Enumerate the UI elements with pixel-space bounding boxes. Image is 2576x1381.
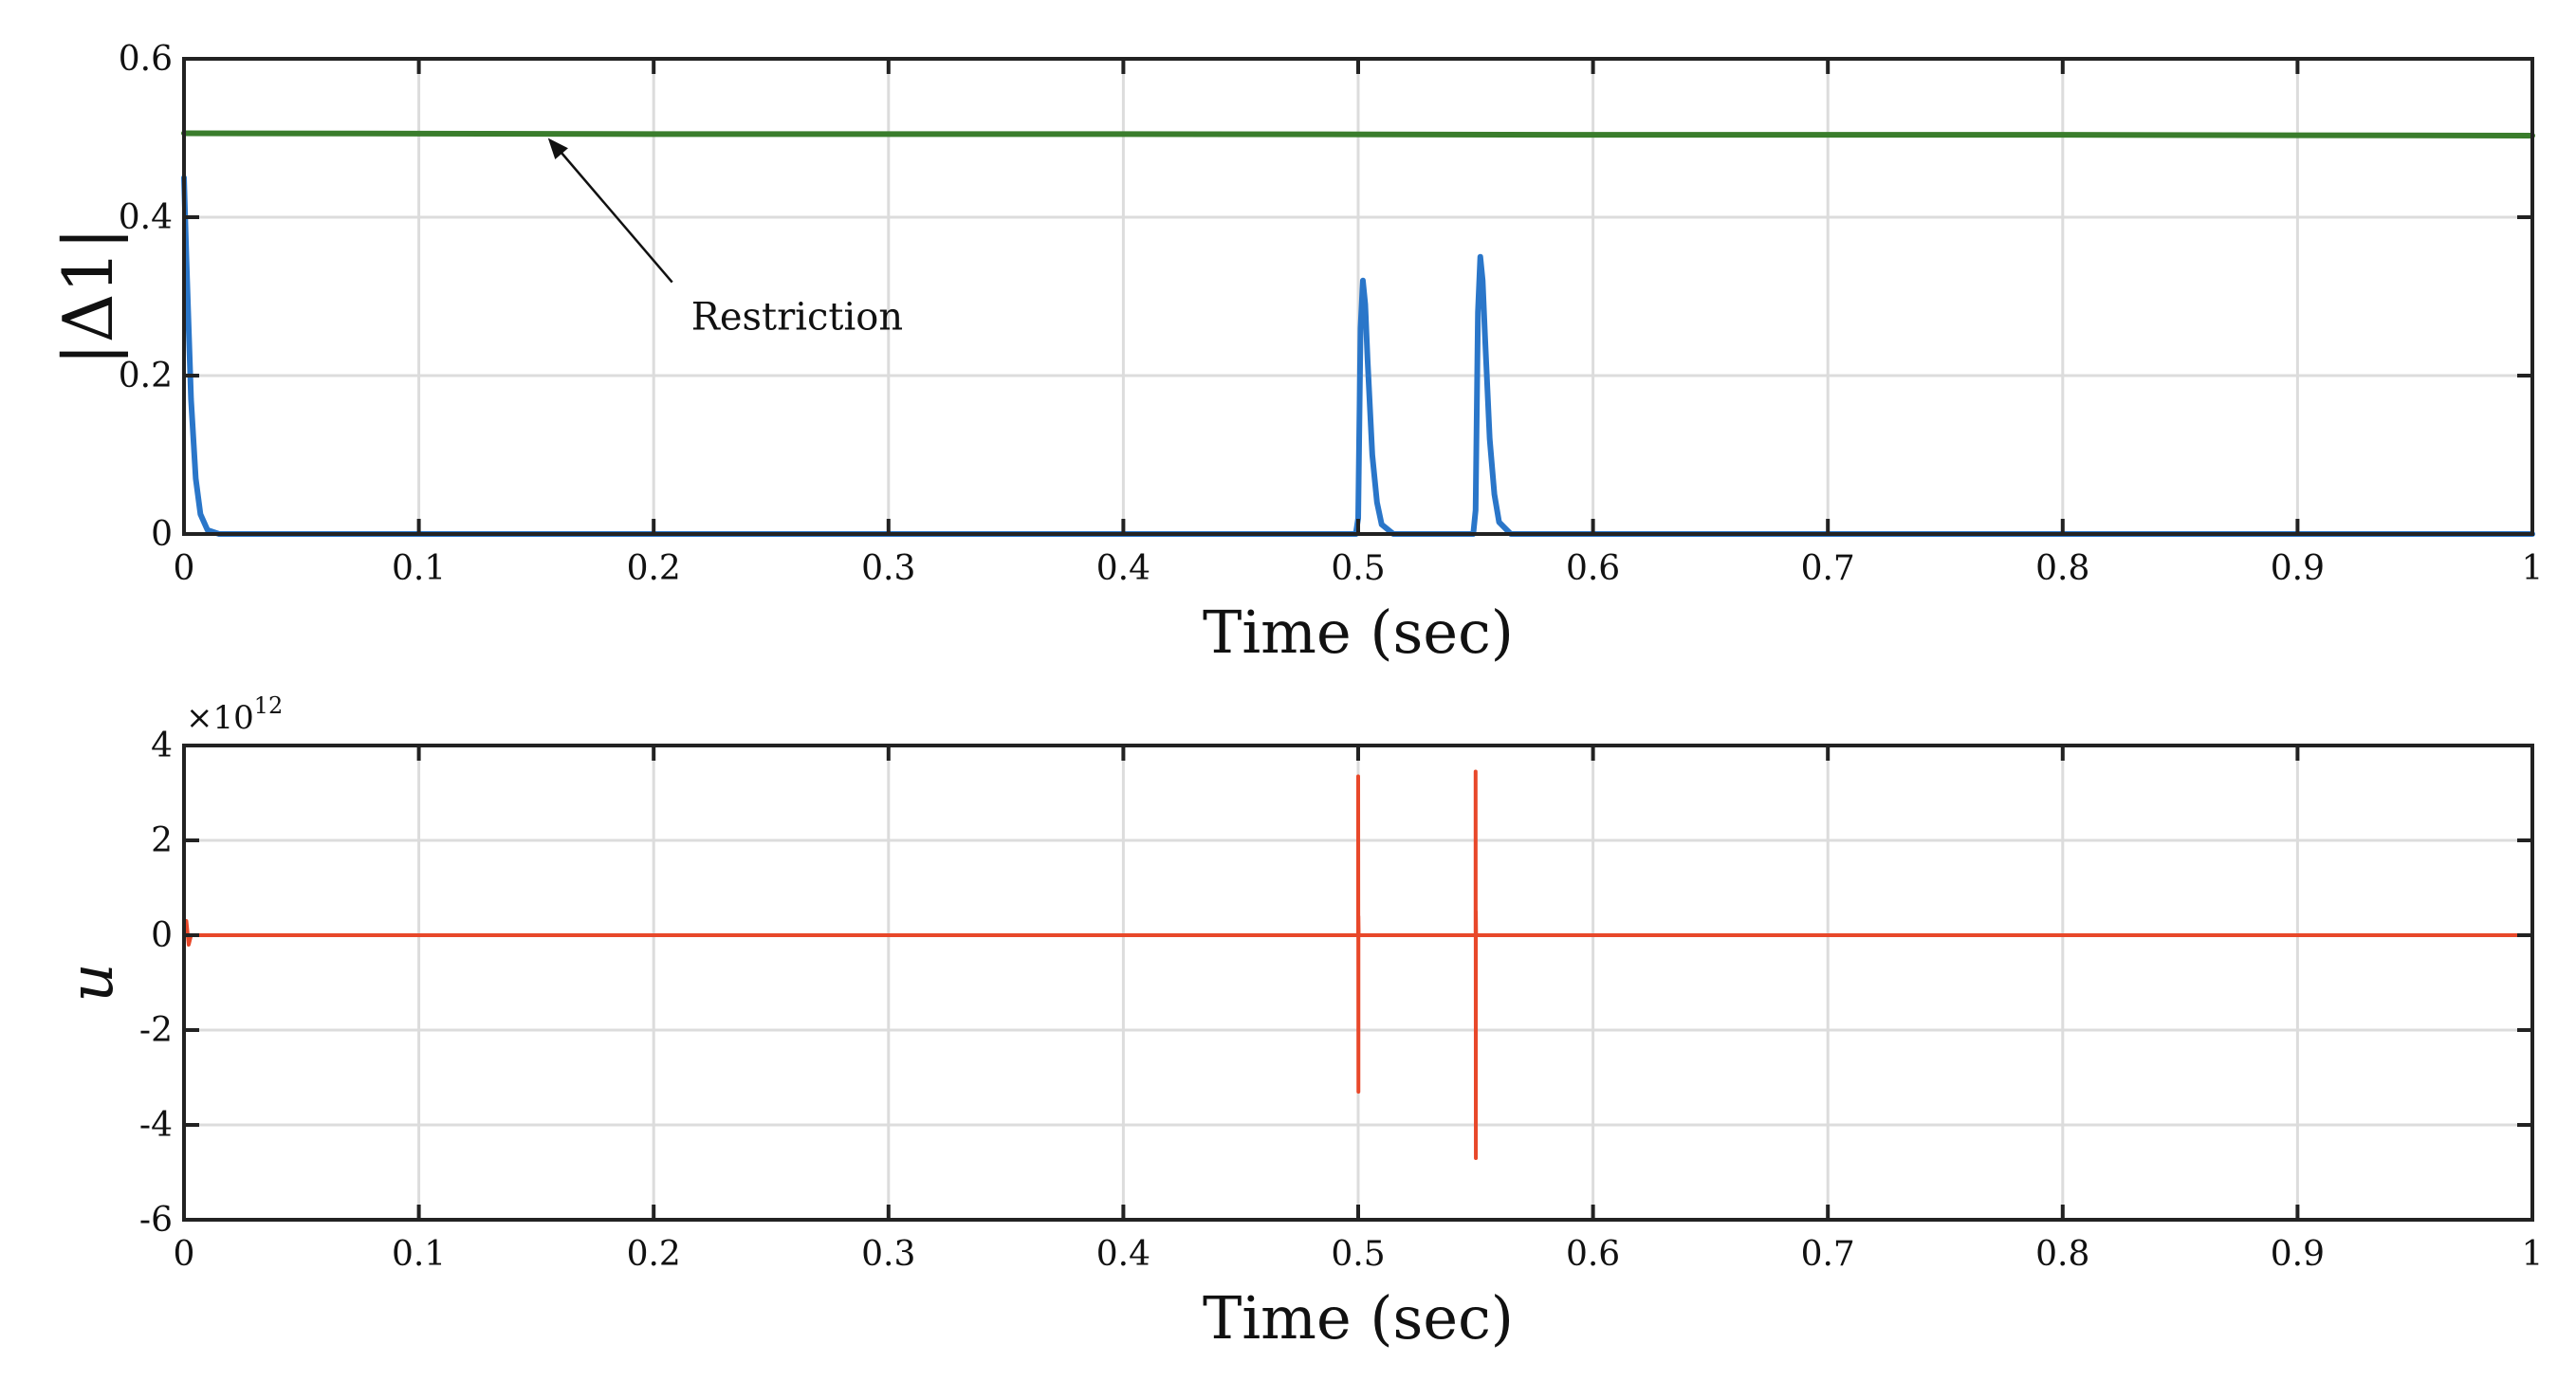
y-tick-label: 0.6 xyxy=(119,40,173,79)
x-tick-label: 0.4 xyxy=(1096,549,1150,588)
x-tick-label: 0.3 xyxy=(861,549,915,588)
y-tick-label: 4 xyxy=(151,727,173,765)
y-tick-label: 0 xyxy=(151,515,173,554)
series-line-u xyxy=(182,769,2534,1160)
x-tick-label: 0.9 xyxy=(2271,1235,2325,1274)
x-tick-label: 0.8 xyxy=(2035,1235,2089,1274)
x-tick-label: 0 xyxy=(174,1235,195,1274)
restriction-annotation: Restriction xyxy=(547,138,903,340)
y-tick-label: -4 xyxy=(139,1106,173,1145)
x-tick-label: 0.5 xyxy=(1331,1235,1385,1274)
restriction-label: Restriction xyxy=(691,296,903,340)
delta-plot: 0 0.1 0.2 0.3 0.4 0.5 0.6 0.7 0.8 0.9 100.20.40.6 … xyxy=(48,40,2543,667)
x-tick-label: 0.1 xyxy=(392,1235,446,1274)
u-plot-exponent-power: 12 xyxy=(254,692,284,719)
u-plot: 0 0.1 0.2 0.3 0.4 0.5 0.6 0.7 0.8 0.9 1 -6 -4 -2 0 2 4 T… xyxy=(57,692,2543,1353)
y-tick-label: 0.2 xyxy=(119,357,173,396)
u-plot-ylabel: u xyxy=(57,963,127,1002)
y-tick-label: 0.4 xyxy=(119,198,173,237)
delta-plot-ylabel: |Δ1| xyxy=(48,227,128,365)
u-plot-tick-labels: 0 0.1 0.2 0.3 0.4 0.5 0.6 0.7 0.8 0.9 1 -6 -4 -2 0 2 4 xyxy=(139,727,2544,1274)
x-tick-label: 0.5 xyxy=(1331,549,1385,588)
x-tick-label: 0.9 xyxy=(2271,549,2325,588)
u-plot-xlabel: Time (sec) xyxy=(1203,1283,1514,1353)
series-line-restriction xyxy=(181,130,2535,138)
x-tick-label: 0.7 xyxy=(1801,1235,1855,1274)
x-tick-label: 0.8 xyxy=(2035,549,2089,588)
delta-plot-tick-labels: 0 0.1 0.2 0.3 0.4 0.5 0.6 0.7 0.8 0.9 1 0 0.2 0.4 0.6 xyxy=(119,40,2544,588)
delta-plot-lines xyxy=(181,130,2535,537)
x-tick-label: 0.3 xyxy=(861,1235,915,1274)
x-tick-label: 0.6 xyxy=(1566,1235,1620,1274)
y-tick-label: 0 xyxy=(151,916,173,955)
x-tick-label: 0.4 xyxy=(1096,1235,1150,1274)
u-plot-ticks xyxy=(182,744,2534,1222)
u-plot-lines xyxy=(182,769,2534,1160)
x-tick-label: 0.1 xyxy=(392,549,446,588)
x-tick-label: 0.2 xyxy=(627,1235,681,1274)
delta-plot-ticks xyxy=(182,57,2534,536)
series-line-1 xyxy=(181,175,2535,537)
restriction-arrow xyxy=(552,142,673,284)
y-tick-label: -6 xyxy=(139,1201,173,1240)
x-tick-label: 1 xyxy=(2522,549,2544,588)
x-tick-label: 0 xyxy=(174,549,195,588)
x-tick-label: 0.2 xyxy=(627,549,681,588)
y-tick-label: -2 xyxy=(139,1011,173,1050)
restriction-arrowhead xyxy=(547,138,568,160)
u-plot-scale-exponent: ×1012 xyxy=(186,692,283,737)
x-tick-label: 0.7 xyxy=(1801,549,1855,588)
delta-plot-ylabel-text: |Δ1| xyxy=(48,227,128,365)
u-plot-exponent-base: ×10 xyxy=(186,699,254,737)
delta-plot-xlabel: Time (sec) xyxy=(1203,598,1514,667)
x-tick-label: 1 xyxy=(2522,1235,2544,1274)
y-tick-label: 2 xyxy=(151,821,173,860)
x-tick-label: 0.6 xyxy=(1566,549,1620,588)
